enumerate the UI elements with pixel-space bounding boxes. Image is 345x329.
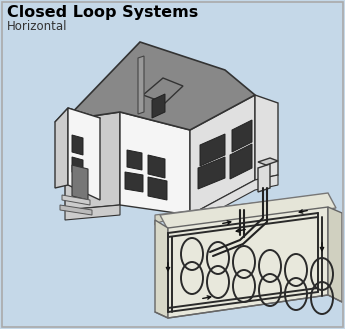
Text: Closed Loop Systems: Closed Loop Systems — [7, 5, 198, 20]
Polygon shape — [55, 108, 68, 188]
Polygon shape — [120, 112, 190, 215]
Polygon shape — [198, 157, 225, 189]
Polygon shape — [258, 158, 278, 165]
Polygon shape — [190, 175, 278, 225]
Polygon shape — [65, 205, 120, 220]
Polygon shape — [155, 195, 335, 228]
Polygon shape — [328, 207, 342, 302]
Polygon shape — [148, 155, 165, 178]
Polygon shape — [62, 195, 90, 205]
Polygon shape — [65, 42, 255, 130]
Polygon shape — [65, 112, 120, 210]
Polygon shape — [138, 56, 144, 114]
Polygon shape — [68, 108, 100, 200]
Polygon shape — [155, 220, 168, 318]
Polygon shape — [190, 95, 255, 215]
Polygon shape — [143, 78, 183, 103]
Polygon shape — [160, 193, 336, 230]
Polygon shape — [230, 144, 252, 179]
Polygon shape — [72, 135, 83, 155]
Polygon shape — [152, 94, 165, 118]
Polygon shape — [60, 205, 92, 215]
Polygon shape — [255, 95, 278, 180]
Polygon shape — [127, 150, 142, 170]
Polygon shape — [72, 165, 88, 200]
Polygon shape — [55, 108, 100, 132]
Polygon shape — [72, 157, 83, 175]
Polygon shape — [125, 172, 143, 192]
Polygon shape — [148, 177, 167, 200]
Polygon shape — [258, 164, 270, 192]
Text: Horizontal: Horizontal — [7, 20, 68, 33]
Polygon shape — [168, 207, 328, 318]
Polygon shape — [232, 120, 252, 152]
Polygon shape — [200, 134, 225, 166]
